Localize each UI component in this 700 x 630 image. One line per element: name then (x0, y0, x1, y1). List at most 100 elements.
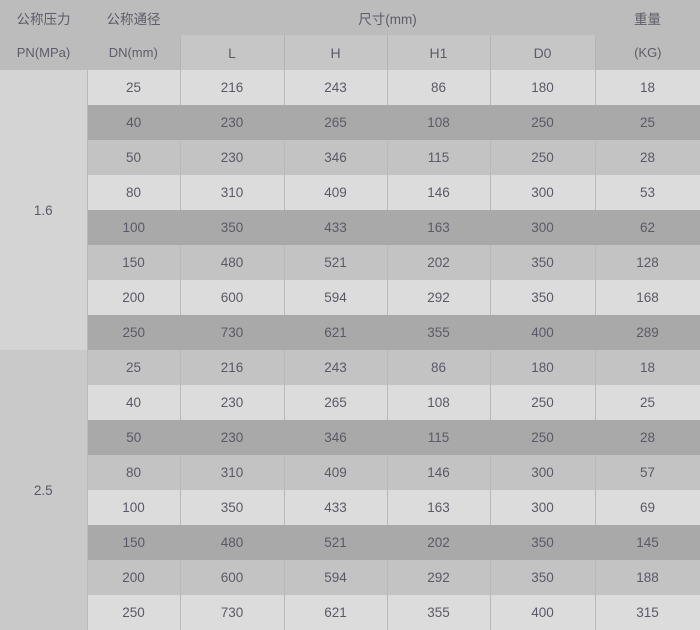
table-row: 250 730 621 355 400 289 (0, 315, 700, 350)
cell-d0: 350 (490, 525, 596, 560)
cell-h1: 115 (386, 140, 490, 175)
cell-weight: 18 (594, 70, 700, 105)
cell-weight: 25 (594, 385, 700, 420)
cell-weight: 145 (595, 525, 700, 560)
cell-l: 230 (180, 105, 284, 140)
cell-h: 409 (283, 175, 387, 210)
cell-weight: 62 (595, 210, 700, 245)
cell-h: 409 (283, 455, 387, 490)
cell-dn: 250 (87, 315, 180, 350)
table-header: 公称压力 公称通径 尺寸(mm) 重量 PN(MPa) DN(mm) L H H… (0, 0, 700, 70)
cell-d0: 400 (489, 595, 596, 630)
cell-dn: 50 (87, 420, 180, 455)
cell-dn: 80 (86, 175, 180, 210)
header-row-primary: 公称压力 公称通径 尺寸(mm) 重量 (0, 0, 700, 35)
cell-d0: 250 (490, 105, 596, 140)
cell-dn: 40 (87, 105, 180, 140)
cell-h1: 108 (387, 105, 490, 140)
header-pressure-unit: PN(MPa) (0, 35, 87, 70)
cell-dn: 200 (86, 560, 180, 595)
cell-h: 346 (283, 140, 387, 175)
header-row-units: PN(MPa) DN(mm) L H H1 D0 (KG) (0, 35, 700, 70)
cell-dn: 25 (86, 350, 180, 385)
cell-d0: 300 (489, 175, 596, 210)
cell-h1: 355 (387, 315, 490, 350)
cell-weight: 69 (594, 490, 700, 525)
cell-h1: 202 (387, 525, 490, 560)
cell-l: 350 (179, 490, 284, 525)
cell-dn: 150 (86, 245, 180, 280)
table-row: 80 310 409 146 300 57 (0, 455, 700, 490)
cell-l: 730 (179, 595, 284, 630)
cell-l: 480 (180, 525, 284, 560)
cell-l: 216 (179, 350, 284, 385)
table-row: 1.6 25 216 243 86 180 18 (0, 70, 700, 350)
cell-d0: 350 (489, 560, 596, 595)
header-column-h1: H1 (386, 35, 490, 70)
cell-h: 265 (283, 385, 387, 420)
cell-weight: 188 (594, 560, 700, 595)
cell-weight: 128 (594, 245, 700, 280)
table-row: 100 350 433 163 300 69 (0, 490, 700, 525)
cell-l: 730 (180, 315, 284, 350)
cell-weight: 57 (594, 455, 700, 490)
header-diameter-unit: DN(mm) (87, 35, 180, 70)
cell-d0: 180 (489, 350, 596, 385)
table-row: 250 730 621 355 400 315 (0, 595, 700, 630)
cell-weight: 18 (594, 350, 700, 385)
cell-dn: 40 (86, 385, 180, 420)
cell-h1: 146 (386, 175, 490, 210)
cell-dn: 150 (87, 525, 180, 560)
header-column-l: L (179, 35, 284, 70)
cell-d0: 250 (489, 140, 596, 175)
table-body: 1.6 25 216 243 86 180 18 40 230 265 108 250 25 50 230 3… (0, 70, 700, 630)
cell-l: 230 (179, 140, 284, 175)
cell-h1: 108 (386, 385, 490, 420)
header-dimensions-label: 尺寸(mm) (180, 0, 596, 35)
cell-l: 230 (180, 420, 284, 455)
cell-h: 594 (283, 280, 387, 315)
cell-h: 243 (283, 350, 387, 385)
cell-dn: 100 (87, 210, 180, 245)
table-row: 40 230 265 108 250 25 (0, 385, 700, 420)
header-column-h: H (283, 35, 387, 70)
cell-d0: 350 (489, 280, 596, 315)
cell-h1: 163 (387, 210, 490, 245)
table-row: 150 480 521 202 350 145 (0, 525, 700, 560)
cell-weight: 28 (595, 420, 700, 455)
cell-h: 433 (283, 490, 387, 525)
cell-dn: 200 (86, 280, 180, 315)
cell-h: 521 (283, 245, 387, 280)
group-cell-pn: 2.5 (0, 350, 88, 630)
cell-weight: 315 (594, 595, 700, 630)
cell-l: 480 (179, 245, 284, 280)
cell-h1: 292 (386, 280, 490, 315)
cell-weight: 28 (594, 140, 700, 175)
cell-d0: 250 (489, 385, 596, 420)
table-row: 100 350 433 163 300 62 (0, 210, 700, 245)
cell-weight: 289 (595, 315, 700, 350)
header-column-d0: D0 (489, 35, 596, 70)
cell-h1: 202 (386, 245, 490, 280)
cell-weight: 25 (595, 105, 700, 140)
table-row: 200 600 594 292 350 188 (0, 560, 700, 595)
cell-dn: 250 (86, 595, 180, 630)
cell-h1: 355 (386, 595, 490, 630)
cell-h1: 146 (386, 455, 490, 490)
cell-h1: 86 (386, 70, 490, 105)
cell-h: 265 (284, 105, 387, 140)
cell-h1: 292 (386, 560, 490, 595)
header-weight-unit: (KG) (595, 35, 700, 70)
table-row: 150 480 521 202 350 128 (0, 245, 700, 280)
cell-h: 521 (284, 525, 387, 560)
cell-h: 346 (284, 420, 387, 455)
table-row: 50 230 346 115 250 28 (0, 140, 700, 175)
table-row: 200 600 594 292 350 168 (0, 280, 700, 315)
cell-l: 216 (179, 70, 284, 105)
cell-d0: 250 (490, 420, 596, 455)
table-row: 40 230 265 108 250 25 (0, 105, 700, 140)
cell-l: 350 (180, 210, 284, 245)
cell-dn: 100 (86, 490, 180, 525)
cell-d0: 300 (489, 490, 596, 525)
cell-l: 600 (179, 560, 284, 595)
